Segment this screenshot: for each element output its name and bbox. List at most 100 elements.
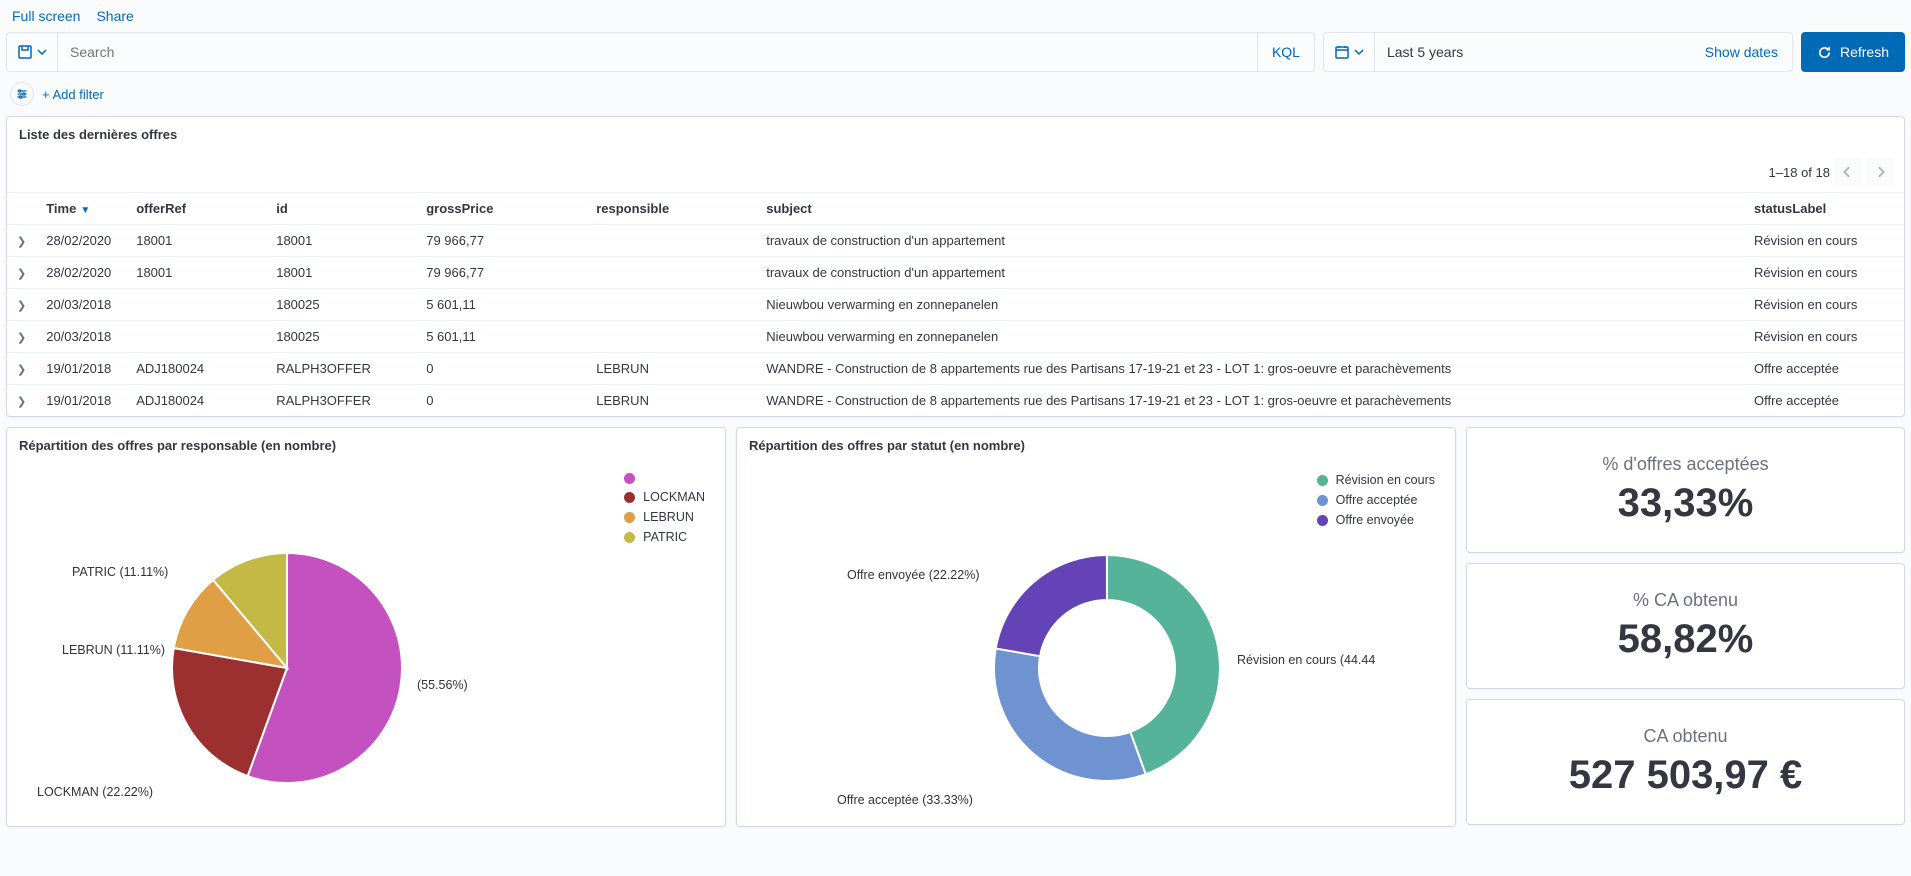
expand-icon[interactable]: ❯: [17, 364, 26, 376]
cell: [586, 321, 756, 353]
table-panel: Liste des dernières offres 1–18 of 18 Ti…: [6, 116, 1905, 417]
metric-label: % CA obtenu: [1477, 590, 1894, 611]
cell: Offre acceptée: [1744, 353, 1904, 385]
cell: 5 601,11: [416, 289, 586, 321]
slice-label: Révision en cours (44.44: [1237, 653, 1375, 667]
legend-item[interactable]: Révision en cours: [1317, 473, 1435, 487]
pie-slice[interactable]: [996, 555, 1107, 656]
kql-toggle[interactable]: KQL: [1257, 33, 1314, 71]
refresh-button[interactable]: Refresh: [1801, 32, 1905, 72]
show-dates-link[interactable]: Show dates: [1691, 44, 1792, 60]
date-quick-button[interactable]: [1324, 33, 1375, 71]
legend-item[interactable]: Offre envoyée: [1317, 513, 1435, 527]
expand-icon[interactable]: ❯: [17, 300, 26, 312]
legend-item[interactable]: LOCKMAN: [624, 490, 705, 504]
cell: 19/01/2018: [36, 353, 126, 385]
pie1-panel: Répartition des offres par responsable (…: [6, 427, 726, 827]
date-range-label[interactable]: Last 5 years: [1375, 44, 1691, 60]
legend-item[interactable]: [624, 473, 705, 484]
cell: Offre acceptée: [1744, 385, 1904, 417]
charts-row: Répartition des offres par responsable (…: [0, 427, 1911, 837]
cell: Révision en cours: [1744, 321, 1904, 353]
legend-item[interactable]: PATRIC: [624, 530, 705, 544]
legend-label: PATRIC: [643, 530, 687, 544]
prev-page-button[interactable]: [1834, 158, 1862, 186]
filter-options-button[interactable]: [10, 82, 34, 106]
save-icon: [17, 44, 33, 60]
col-statuslabel[interactable]: statusLabel: [1744, 193, 1904, 225]
cell: RALPH3OFFER: [266, 385, 416, 417]
search-box: KQL: [6, 32, 1315, 72]
table-row[interactable]: ❯28/02/2020180011800179 966,77travaux de…: [7, 225, 1904, 257]
legend-item[interactable]: Offre acceptée: [1317, 493, 1435, 507]
pie2-body: Révision en cours Offre acceptée Offre env…: [737, 463, 1455, 826]
search-row: KQL Last 5 years Show dates Refresh: [0, 32, 1911, 80]
legend-swatch: [624, 473, 635, 484]
chevron-down-icon: [37, 47, 47, 57]
metric-label: % d'offres acceptées: [1477, 454, 1894, 475]
cell: 18001: [126, 257, 266, 289]
cell: WANDRE - Construction de 8 appartements …: [756, 385, 1744, 417]
table-row[interactable]: ❯20/03/20181800255 601,11Nieuwbou verwar…: [7, 321, 1904, 353]
cell: ADJ180024: [126, 353, 266, 385]
col-subject[interactable]: subject: [756, 193, 1744, 225]
metric-label: CA obtenu: [1477, 726, 1894, 747]
legend-item[interactable]: LEBRUN: [624, 510, 705, 524]
saved-query-button[interactable]: [7, 33, 58, 71]
cell: 28/02/2020: [36, 257, 126, 289]
expand-icon[interactable]: ❯: [17, 332, 26, 344]
cell: Révision en cours: [1744, 289, 1904, 321]
cell: 18001: [126, 225, 266, 257]
cell: RALPH3OFFER: [266, 353, 416, 385]
pie1-body: LOCKMANLEBRUNPATRIC (55.56%)LOCKMAN (22.…: [7, 463, 725, 826]
legend-label: Offre envoyée: [1336, 513, 1414, 527]
table-row[interactable]: ❯19/01/2018ADJ180024RALPH3OFFER0LEBRUNWA…: [7, 385, 1904, 417]
metric-panel: CA obtenu527 503,97 €: [1466, 699, 1905, 825]
chevron-down-icon: [1354, 47, 1364, 57]
next-page-button[interactable]: [1866, 158, 1894, 186]
chevron-right-icon: [1874, 166, 1886, 178]
cell: [586, 257, 756, 289]
fullscreen-link[interactable]: Full screen: [12, 8, 80, 24]
col-time[interactable]: Time▼: [36, 193, 126, 225]
slice-label: PATRIC (11.11%): [72, 565, 168, 579]
refresh-icon: [1817, 45, 1832, 60]
legend-swatch: [624, 492, 635, 503]
filter-icon: [16, 88, 28, 100]
col-id[interactable]: id: [266, 193, 416, 225]
pie-slice[interactable]: [994, 648, 1146, 781]
cell: 0: [416, 385, 586, 417]
add-filter-button[interactable]: + Add filter: [42, 87, 104, 102]
offers-table: Time▼ offerRef id grossPrice responsible…: [7, 193, 1904, 416]
pie1-legend: LOCKMAN LEBRUN PATRIC: [624, 473, 705, 550]
search-input[interactable]: [58, 44, 1257, 60]
table-row[interactable]: ❯ 20/03/2018 1800255 601,11 Nieuwbou verwar…: [7, 289, 1904, 321]
cell: Nieuwbou verwarming en zonnepanelen: [756, 289, 1744, 321]
chevron-left-icon: [1842, 166, 1854, 178]
cell: 18001: [266, 257, 416, 289]
col-grossprice[interactable]: grossPrice: [416, 193, 586, 225]
table-row[interactable]: ❯19/01/2018ADJ180024RALPH3OFFER0LEBRUNWA…: [7, 353, 1904, 385]
top-links: Full screen Share: [0, 0, 1911, 32]
cell: 180025: [266, 289, 416, 321]
cell: [126, 321, 266, 353]
slice-label: LOCKMAN (22.22%): [37, 785, 153, 799]
legend-swatch: [624, 532, 635, 543]
col-offerref[interactable]: offerRef: [126, 193, 266, 225]
expand-icon[interactable]: ❯: [17, 396, 26, 408]
cell: LEBRUN: [586, 385, 756, 417]
cell: ADJ180024: [126, 385, 266, 417]
expand-icon[interactable]: ❯: [17, 268, 26, 280]
table-row[interactable]: ❯28/02/2020180011800179 966,77travaux de…: [7, 257, 1904, 289]
cell: 20/03/2018: [36, 289, 126, 321]
legend-swatch: [624, 512, 635, 523]
cell: 180025: [266, 321, 416, 353]
cell: travaux de construction d'un appartement: [756, 257, 1744, 289]
expand-icon[interactable]: ❯: [17, 236, 26, 248]
legend-label: Offre acceptée: [1336, 493, 1418, 507]
col-responsible[interactable]: responsible: [586, 193, 756, 225]
metric-value: 58,82%: [1477, 617, 1894, 662]
share-link[interactable]: Share: [96, 8, 133, 24]
cell: 5 601,11: [416, 321, 586, 353]
legend-swatch: [1317, 475, 1328, 486]
